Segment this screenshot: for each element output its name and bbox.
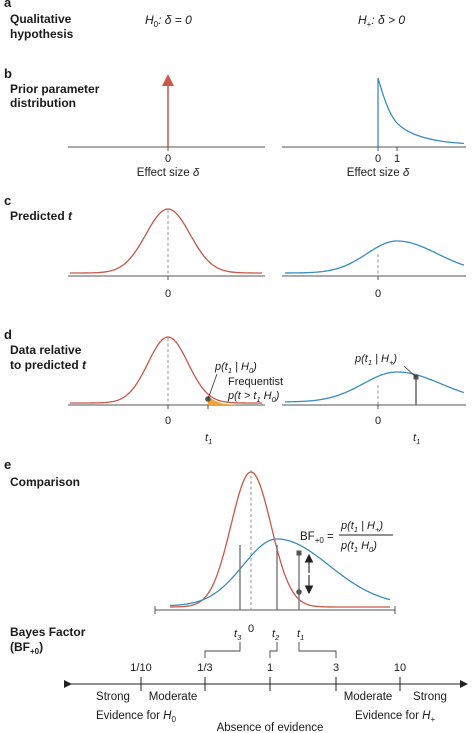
hplus-prior-curve bbox=[377, 77, 465, 147]
panel-b: b Prior parameter distribution 0 Effect … bbox=[4, 66, 466, 179]
panel-c-title: Predicted t bbox=[10, 209, 73, 223]
hplus-predicted-t-curve bbox=[285, 240, 465, 274]
panel-d-left-t1: t1 bbox=[205, 432, 212, 446]
panel-e-zero: 0 bbox=[248, 623, 254, 635]
hplus-hypothesis-label: H+: δ > 0 bbox=[358, 13, 405, 29]
panel-b-left-xlabel: Effect size δ bbox=[137, 167, 200, 179]
h0-hypothesis-label: H0: δ = 0 bbox=[145, 13, 192, 29]
panel-b-right-tick-1: 1 bbox=[394, 153, 400, 165]
panel-e-t1: t1 bbox=[297, 628, 304, 642]
hplus-curve-e bbox=[169, 538, 391, 607]
bf-tick-label-3: 3 bbox=[333, 662, 339, 674]
panel-e-title: Comparison bbox=[10, 475, 80, 489]
panel-c-left-tick-0: 0 bbox=[165, 288, 171, 300]
bf-left-strong: Strong bbox=[96, 691, 130, 703]
bf-tick-label-1: 1 bbox=[267, 662, 273, 674]
panel-c-right-tick-0: 0 bbox=[375, 288, 381, 300]
frequentist-tail-area bbox=[208, 395, 262, 405]
bf-left-moderate: Moderate bbox=[149, 691, 198, 703]
t1-hplus-point bbox=[296, 550, 302, 556]
bf-scale-title-line2: (BF+0) bbox=[10, 640, 43, 656]
panel-a-title-line1: Qualitative bbox=[10, 12, 72, 26]
t3-bracket bbox=[204, 642, 241, 658]
bf-denominator: p(t1 H0) bbox=[340, 540, 377, 554]
panel-e-t2: t2 bbox=[272, 628, 280, 642]
right-annot-leader bbox=[403, 365, 417, 378]
h0-predicted-t-curve-d bbox=[70, 336, 262, 404]
h0-curve-e bbox=[169, 471, 390, 608]
panel-c-letter: c bbox=[4, 193, 11, 208]
bayes-factor-scale: Bayes Factor (BF+0) 1/10 1/3 1 3 10 Stro… bbox=[10, 625, 468, 733]
panel-b-right-xlabel: Effect size δ bbox=[347, 167, 410, 179]
panel-a-title-line2: hypothesis bbox=[10, 27, 74, 41]
t2-bracket bbox=[269, 642, 278, 658]
t1-h0-point bbox=[296, 589, 302, 595]
panel-d-title-line1: Data relative bbox=[10, 343, 82, 357]
panel-c: c Predicted t 0 0 bbox=[4, 193, 466, 300]
evidence-for-h0: Evidence for H0 bbox=[96, 710, 176, 724]
panel-e-letter: e bbox=[4, 457, 11, 472]
panel-e-t3: t3 bbox=[234, 628, 242, 642]
t1-bracket bbox=[298, 642, 337, 658]
bf-numerator: p(t1 | H+) bbox=[340, 520, 383, 534]
evidence-for-hplus: Evidence for H+ bbox=[355, 710, 435, 724]
frequentist-label: Frequentist bbox=[228, 376, 283, 388]
absence-of-evidence: Absence of evidence bbox=[217, 722, 324, 733]
panel-e: e Comparison BF+0 = p(t1 | H+) p(t1 H0) … bbox=[4, 457, 396, 658]
panel-d: d Data relative to predicted t p(t1 | H0… bbox=[4, 327, 466, 446]
panel-d-right-t1: t1 bbox=[413, 432, 420, 446]
panel-a-letter: a bbox=[4, 0, 12, 10]
frequentist-annotation: p(t > t1 H0) bbox=[227, 390, 280, 404]
h0-predicted-t-curve bbox=[70, 208, 262, 274]
hplus-likelihood-annotation: p(t1 | H+) bbox=[354, 353, 397, 367]
panel-d-letter: d bbox=[4, 327, 12, 342]
bf-tick-label-1-10: 1/10 bbox=[130, 662, 151, 674]
panel-b-right-tick-0: 0 bbox=[375, 153, 381, 165]
panel-d-title-line2: to predicted t bbox=[10, 358, 87, 372]
panel-b-letter: b bbox=[4, 66, 12, 81]
panel-d-right-tick-0: 0 bbox=[375, 415, 381, 427]
bf-right-strong: Strong bbox=[413, 691, 447, 703]
left-annot-leader bbox=[207, 373, 218, 400]
h0-likelihood-annotation: p(t1 | H0) bbox=[214, 361, 257, 375]
bf-tick-label-1-3: 1/3 bbox=[197, 662, 212, 674]
panel-b-title-line1: Prior parameter bbox=[10, 82, 100, 96]
hplus-predicted-t-curve-d bbox=[284, 371, 465, 403]
bf-right-moderate: Moderate bbox=[344, 691, 393, 703]
panel-a: a Qualitative hypothesis H0: δ = 0 H+: δ… bbox=[4, 0, 405, 41]
bf-label: BF+0 = bbox=[300, 531, 334, 545]
bf-scale-title-line1: Bayes Factor bbox=[10, 625, 86, 639]
panel-b-title-line2: distribution bbox=[10, 96, 76, 110]
panel-d-left-tick-0: 0 bbox=[165, 415, 171, 427]
panel-b-left-tick-0: 0 bbox=[165, 153, 171, 165]
bf-tick-label-10: 10 bbox=[394, 662, 406, 674]
